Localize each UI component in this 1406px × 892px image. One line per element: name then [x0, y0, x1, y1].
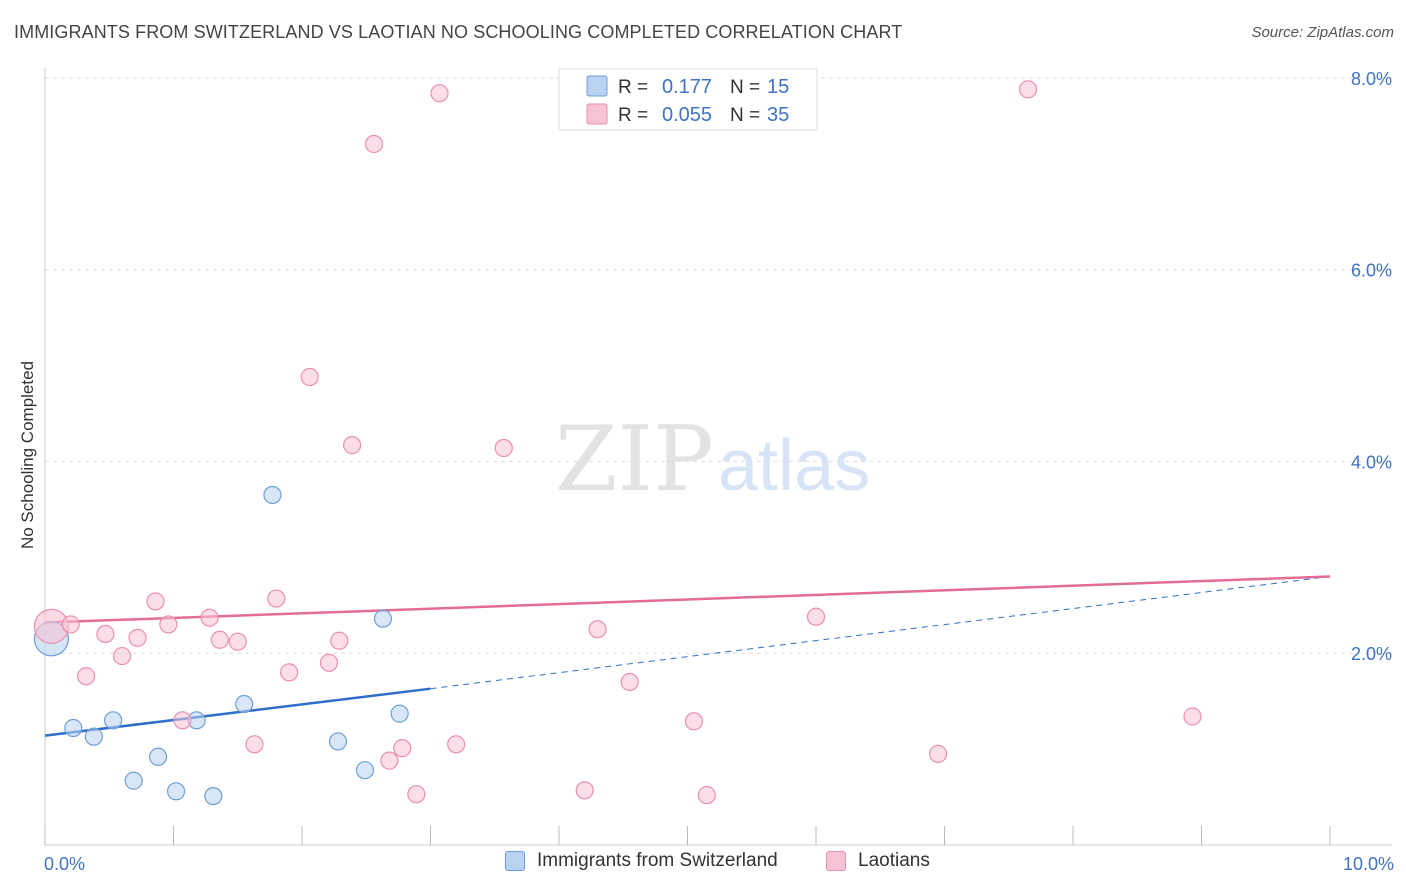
point-laotians [112, 646, 132, 666]
trend-line-switzerland [44, 687, 431, 737]
x-tick-label-min: 0.0% [44, 854, 85, 874]
legend-item-switzerland[interactable]: Immigrants from Switzerland [505, 850, 778, 872]
legend-n-label: N = [730, 77, 760, 98]
point-laotians [364, 134, 384, 154]
point-laotians [407, 785, 426, 804]
point-switzerland [204, 786, 223, 806]
point-laotians [588, 620, 607, 639]
source-label: Source: ZipAtlas.com [1251, 24, 1394, 41]
y-tick-label: 8.0% [1351, 69, 1392, 89]
trend-line-switzerland-extension [430, 575, 1331, 690]
point-switzerland [263, 485, 282, 505]
legend-swatch [586, 103, 608, 125]
axes [44, 68, 1392, 846]
point-laotians [1018, 80, 1038, 99]
point-laotians [173, 711, 192, 730]
point-switzerland [148, 747, 168, 766]
point-laotians [245, 735, 264, 754]
point-laotians [330, 631, 349, 650]
y-tick-label: 6.0% [1351, 261, 1392, 281]
legend-swatch-blue [505, 851, 525, 871]
point-laotians [684, 712, 704, 731]
point-switzerland [235, 694, 254, 714]
point-switzerland [84, 727, 103, 746]
point-switzerland [390, 704, 409, 723]
watermark: ZIP atlas [555, 407, 870, 512]
point-laotians [1183, 707, 1202, 726]
point-laotians [343, 436, 362, 455]
trend-lines [44, 575, 1331, 737]
legend-swatch [586, 75, 608, 97]
legend-r-label: R = [618, 105, 648, 126]
point-laotians [430, 84, 449, 103]
point-laotians [96, 624, 115, 644]
point-laotians [61, 615, 80, 634]
point-laotians [200, 608, 219, 627]
point-switzerland [124, 771, 143, 790]
point-switzerland [104, 711, 123, 730]
point-laotians [146, 592, 165, 611]
trend-line-laotians [44, 575, 1331, 624]
watermark-atlas: atlas [718, 426, 870, 506]
correlation-legend: R = 0.177 N = 15 R = 0.055 N = 35 [558, 68, 818, 131]
y-tick-label: 4.0% [1351, 452, 1392, 472]
y-tick-label: 2.0% [1351, 644, 1392, 664]
x-tick-label-max: 10.0% [1343, 854, 1394, 874]
point-laotians [447, 735, 466, 754]
point-laotians [159, 615, 178, 634]
point-laotians [380, 751, 399, 770]
point-switzerland [166, 782, 186, 801]
legend-n-value: 35 [767, 104, 789, 126]
point-switzerland [328, 732, 348, 751]
point-laotians [697, 786, 716, 805]
point-laotians [77, 667, 96, 686]
tick-labels: 2.0% 4.0% 6.0% 8.0% 0.0% 10.0% [44, 69, 1394, 874]
point-laotians [267, 589, 286, 608]
point-laotians [280, 663, 299, 682]
point-laotians [494, 438, 513, 458]
legend-n-label: N = [730, 105, 760, 126]
point-laotians [128, 628, 147, 647]
point-laotians [620, 672, 639, 692]
watermark-zip: ZIP [555, 407, 714, 512]
legend-label-laotians: Laotians [858, 850, 930, 871]
point-laotians [300, 367, 319, 387]
legend-r-value: 0.177 [662, 76, 712, 98]
chart-title: IMMIGRANTS FROM SWITZERLAND VS LAOTIAN N… [14, 22, 903, 42]
point-laotians [393, 739, 412, 758]
point-laotians [210, 630, 229, 649]
legend-r-label: R = [618, 77, 648, 98]
legend-r-value: 0.055 [662, 104, 712, 126]
legend-label-switzerland: Immigrants from Switzerland [537, 850, 778, 871]
legend-n-value: 15 [767, 76, 789, 98]
legend-swatch-pink [826, 851, 846, 871]
point-laotians [928, 744, 948, 763]
point-switzerland [373, 609, 393, 628]
point-laotians [228, 632, 247, 651]
legend-item-laotians[interactable]: Laotians [826, 850, 930, 872]
series-legend: Immigrants from Switzerland Laotians [0, 850, 1406, 880]
point-laotians [806, 607, 826, 626]
point-laotians [575, 781, 594, 800]
point-laotians [319, 653, 339, 672]
gridlines [45, 77, 1392, 654]
point-switzerland [64, 718, 83, 738]
point-switzerland [355, 761, 375, 780]
data-points [33, 80, 1202, 806]
